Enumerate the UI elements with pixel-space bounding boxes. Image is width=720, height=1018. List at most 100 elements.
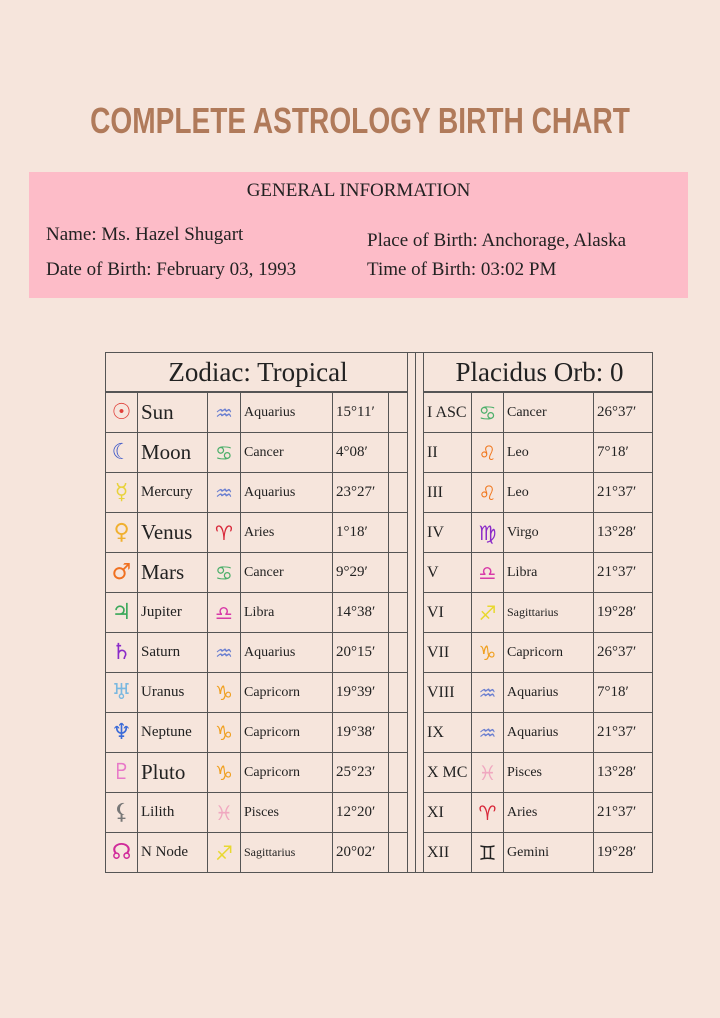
house: III — [423, 472, 472, 513]
info-place: Place of Birth: Anchorage, Alaska — [367, 230, 627, 251]
planet-name: Neptune — [137, 712, 208, 753]
sign-symbol: ♒ — [471, 672, 504, 713]
sign-symbol: ♓ — [207, 792, 241, 833]
sign-name: Aries — [503, 792, 594, 833]
planet-name: N Node — [137, 832, 208, 873]
sign-symbol: ♋ — [207, 432, 241, 473]
planet-name: Pluto — [137, 752, 208, 793]
sign-symbol: ♎ — [471, 552, 504, 593]
sign-name: Sagittarius — [503, 592, 594, 633]
sign-name: Pisces — [240, 792, 333, 833]
planet-symbol: ☾ — [105, 432, 138, 473]
sign-symbol: ♋ — [471, 392, 504, 433]
degree: 26°37′ — [593, 632, 653, 673]
planet-symbol: ☿ — [105, 472, 138, 513]
degree: 19°39′ — [332, 672, 389, 713]
sign-name: Capricorn — [240, 752, 333, 793]
degree: 13°28′ — [593, 512, 653, 553]
sign-symbol: ♎ — [207, 592, 241, 633]
degree: 26°37′ — [593, 392, 653, 433]
degree: 7°18′ — [593, 672, 653, 713]
planet-symbol: ♀ — [105, 512, 138, 553]
degree: 20°15′ — [332, 632, 389, 673]
empty-cell — [388, 592, 408, 633]
empty-cell — [388, 752, 408, 793]
info-heading: GENERAL INFORMATION — [246, 180, 471, 201]
degree: 25°23′ — [332, 752, 389, 793]
degree: 19°38′ — [332, 712, 389, 753]
empty-cell — [388, 392, 408, 433]
degree: 9°29′ — [332, 552, 389, 593]
degree: 20°02′ — [332, 832, 389, 873]
sign-name: Leo — [503, 472, 594, 513]
sign-symbol: ♈ — [207, 512, 241, 553]
houses-header: Placidus Orb: 0 — [423, 352, 653, 392]
house: IV — [423, 512, 472, 553]
degree: 13°28′ — [593, 752, 653, 793]
planet-symbol: ☉ — [105, 392, 138, 433]
sign-name: Aquarius — [240, 632, 333, 673]
planet-symbol: ♃ — [105, 592, 138, 633]
planet-symbol: ♂ — [105, 552, 138, 593]
sign-name: Capricorn — [240, 672, 333, 713]
title: COMPLETE ASTROLOGY BIRTH CHART — [90, 100, 630, 141]
planet-name: Sun — [137, 392, 208, 433]
degree: 21°37′ — [593, 552, 653, 593]
sign-symbol: ♓ — [471, 752, 504, 793]
house: VI — [423, 592, 472, 633]
degree: 21°37′ — [593, 792, 653, 833]
empty-cell — [388, 552, 408, 593]
zodiac-header: Zodiac: Tropical — [105, 352, 408, 392]
info-time: Time of Birth: 03:02 PM — [367, 259, 557, 280]
planet-symbol: ♇ — [105, 752, 138, 793]
sign-name: Gemini — [503, 832, 594, 873]
sign-name: Aquarius — [240, 472, 333, 513]
degree: 19°28′ — [593, 592, 653, 633]
sign-symbol: ♍ — [471, 512, 504, 553]
sign-name: Libra — [503, 552, 594, 593]
sign-name: Aries — [240, 512, 333, 553]
sign-symbol: ♊ — [471, 832, 504, 873]
empty-cell — [388, 432, 408, 473]
empty-cell — [388, 792, 408, 833]
empty-cell — [388, 832, 408, 873]
degree: 1°18′ — [332, 512, 389, 553]
sign-symbol: ♐ — [207, 832, 241, 873]
sign-symbol: ♌ — [471, 472, 504, 513]
planet-name: Mars — [137, 552, 208, 593]
house: XI — [423, 792, 472, 833]
sign-symbol: ♑ — [207, 712, 241, 753]
sign-symbol: ♋ — [207, 552, 241, 593]
sign-symbol: ♑ — [471, 632, 504, 673]
sign-name: Aquarius — [240, 392, 333, 433]
sign-symbol: ♑ — [207, 672, 241, 713]
planet-name: Moon — [137, 432, 208, 473]
degree: 4°08′ — [332, 432, 389, 473]
planet-name: Mercury — [137, 472, 208, 513]
house: VIII — [423, 672, 472, 713]
planet-symbol: ♆ — [105, 712, 138, 753]
house: VII — [423, 632, 472, 673]
sign-name: Libra — [240, 592, 333, 633]
degree: 21°37′ — [593, 712, 653, 753]
planet-name: Uranus — [137, 672, 208, 713]
planet-name: Venus — [137, 512, 208, 553]
info-name: Name: Ms. Hazel Shugart — [46, 224, 244, 245]
sign-name: Sagittarius — [240, 832, 333, 873]
degree: 21°37′ — [593, 472, 653, 513]
sign-name: Cancer — [240, 432, 333, 473]
sign-symbol: ♑ — [207, 752, 241, 793]
sign-symbol: ♒ — [207, 632, 241, 673]
planet-symbol: ♄ — [105, 632, 138, 673]
empty-cell — [388, 512, 408, 553]
house: XII — [423, 832, 472, 873]
house: V — [423, 552, 472, 593]
sign-symbol: ♈ — [471, 792, 504, 833]
planet-name: Jupiter — [137, 592, 208, 633]
sign-name: Pisces — [503, 752, 594, 793]
sign-name: Capricorn — [503, 632, 594, 673]
degree: 14°38′ — [332, 592, 389, 633]
planet-symbol: ♅ — [105, 672, 138, 713]
sign-name: Leo — [503, 432, 594, 473]
sign-symbol: ♌ — [471, 432, 504, 473]
